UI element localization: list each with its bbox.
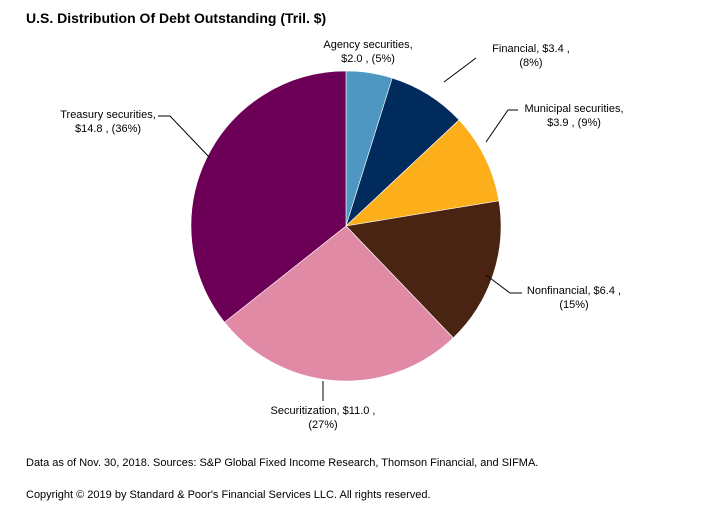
leader-line-treasury-securities: [158, 115, 211, 159]
slice-label-financial: Financial, $3.4 , (8%): [492, 43, 570, 69]
slice-label-securitization: Securitization, $11.0 , (27%): [271, 405, 376, 431]
footnote: Data as of Nov. 30, 2018. Sources: S&P G…: [26, 457, 539, 469]
pie-slice-securitization: [224, 225, 454, 382]
slice-labels: Agency securities, $2.0 , (5%) Financial, …: [60, 39, 623, 431]
leader-line-financial: [443, 57, 477, 83]
slice-label-nonfinancial: Nonfinancial, $6.4 , (15%): [527, 285, 621, 311]
copyright: Copyright © 2019 by Standard & Poor's Fi…: [26, 489, 431, 501]
leader-line-municipal-securities: [485, 109, 518, 143]
pie-slice-municipal-securities: [345, 119, 500, 227]
pie-slices: [190, 70, 502, 382]
slice-label-municipal-securities: Municipal securities, $3.9 , (9%): [524, 103, 623, 129]
pie-slice-treasury-securities: [190, 70, 347, 323]
leader-line-nonfinancial: [485, 274, 522, 294]
slice-label-agency-securities: Agency securities, $2.0 , (5%): [323, 39, 412, 65]
chart-title: U.S. Distribution Of Debt Outstanding (T…: [26, 10, 327, 26]
slice-label-treasury-securities: Treasury securities, $14.8 , (36%): [60, 109, 156, 135]
pie-slice-nonfinancial: [345, 200, 502, 339]
leader-lines: [158, 57, 522, 401]
